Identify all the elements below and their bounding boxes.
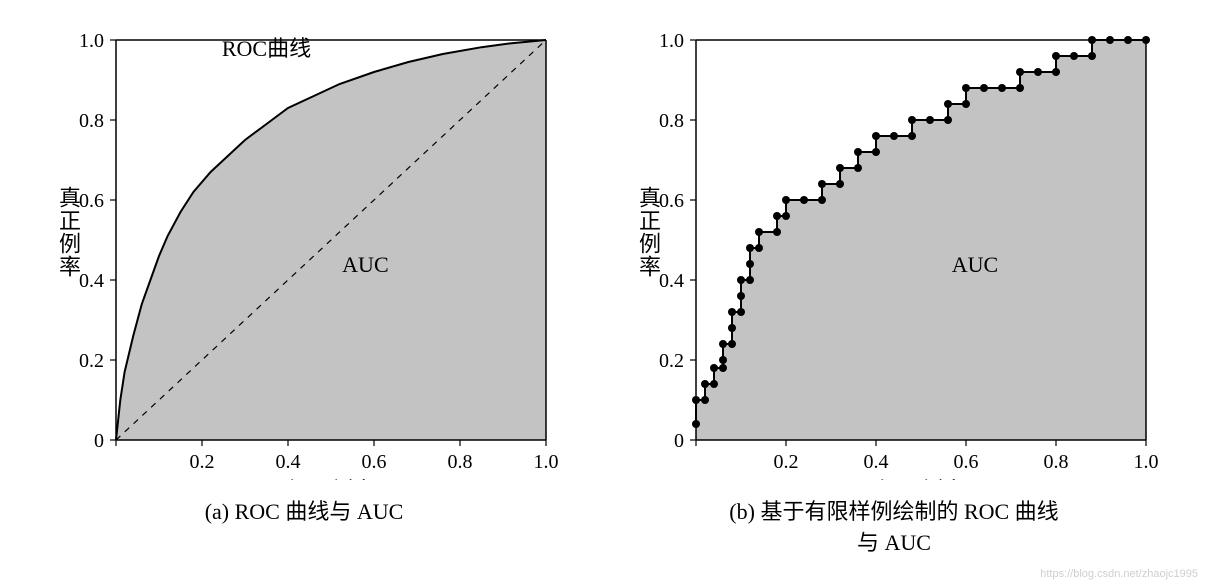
svg-text:例: 例 — [639, 232, 661, 257]
caption-b-line1: (b) 基于有限样例绘制的 ROC 曲线 — [729, 499, 1058, 524]
svg-text:0.6: 0.6 — [79, 190, 104, 212]
svg-text:0.4: 0.4 — [864, 451, 889, 473]
svg-text:真: 真 — [639, 185, 661, 210]
svg-text:例: 例 — [59, 232, 81, 257]
chart-b: AUC 0.2 0.4 0.6 0.8 1.0 0 0.2 0.4 0.6 0.8 1.0 假正例率 真正… — [614, 20, 1174, 480]
caption-a: (a) ROC 曲线与 AUC — [205, 497, 404, 528]
svg-text:正: 正 — [639, 208, 661, 233]
svg-text:0.6: 0.6 — [659, 190, 684, 212]
svg-text:真: 真 — [59, 185, 81, 210]
svg-text:0.2: 0.2 — [79, 350, 104, 372]
watermark: https://blog.csdn.net/zhaojc1995 — [1040, 568, 1198, 580]
svg-text:假正例率: 假正例率 — [877, 478, 965, 480]
svg-text:0.4: 0.4 — [276, 451, 301, 473]
caption-b-line2: 与 AUC — [857, 530, 931, 555]
svg-text:0: 0 — [674, 430, 684, 452]
svg-text:0.6: 0.6 — [362, 451, 387, 473]
svg-text:0: 0 — [94, 430, 104, 452]
svg-text:AUC: AUC — [952, 252, 998, 277]
svg-text:0.4: 0.4 — [79, 270, 104, 292]
svg-text:0.8: 0.8 — [448, 451, 473, 473]
chart-a-wrap: ROC曲线AUC0.20.40.60.81.000.20.40.60.81.0假… — [34, 20, 574, 485]
svg-text:1.0: 1.0 — [659, 30, 684, 52]
svg-text:1.0: 1.0 — [1134, 451, 1159, 473]
svg-text:AUC: AUC — [342, 252, 388, 277]
svg-text:1.0: 1.0 — [79, 30, 104, 52]
svg-text:0.2: 0.2 — [190, 451, 215, 473]
svg-text:率: 率 — [59, 255, 81, 280]
svg-text:0.4: 0.4 — [659, 270, 684, 292]
chart-b-wrap: AUC 0.2 0.4 0.6 0.8 1.0 0 0.2 0.4 0.6 0.8 1.0 假正例率 真正… — [614, 20, 1174, 485]
chart-a: ROC曲线AUC0.20.40.60.81.000.20.40.60.81.0假… — [34, 20, 574, 480]
svg-text:1.0: 1.0 — [534, 451, 559, 473]
svg-text:率: 率 — [639, 255, 661, 280]
svg-text:假正例率: 假正例率 — [287, 478, 375, 480]
caption-b: (b) 基于有限样例绘制的 ROC 曲线 与 AUC — [729, 497, 1058, 559]
svg-text:0.6: 0.6 — [954, 451, 979, 473]
panel-a: ROC曲线AUC0.20.40.60.81.000.20.40.60.81.0假… — [34, 20, 574, 564]
svg-text:0.8: 0.8 — [659, 110, 684, 132]
svg-text:0.8: 0.8 — [1044, 451, 1069, 473]
panel-b: AUC 0.2 0.4 0.6 0.8 1.0 0 0.2 0.4 0.6 0.8 1.0 假正例率 真正… — [614, 20, 1174, 564]
svg-text:正: 正 — [59, 208, 81, 233]
svg-text:0.2: 0.2 — [774, 451, 799, 473]
svg-text:0.8: 0.8 — [79, 110, 104, 132]
svg-text:0.2: 0.2 — [659, 350, 684, 372]
